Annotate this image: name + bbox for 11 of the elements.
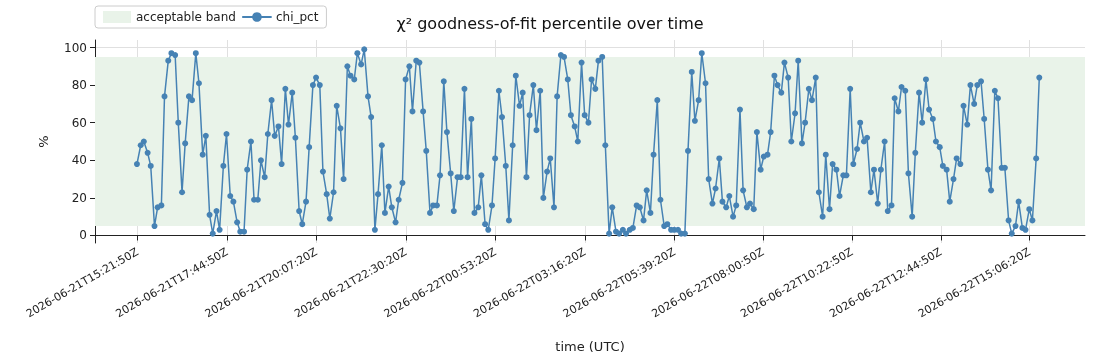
y-tick-label: 40: [71, 153, 87, 168]
y-tick-label: 80: [71, 78, 87, 93]
y-tick-label: 100: [64, 40, 87, 55]
legend-label: acceptable band: [136, 10, 236, 24]
y-tick-label: 60: [71, 115, 87, 130]
y-tick-label: 20: [71, 190, 87, 205]
y-tick-label: 0: [79, 228, 87, 243]
x-axis-title: time (UTC): [555, 339, 625, 354]
legend-label: chi_pct: [275, 10, 319, 24]
y-axis-title: %: [36, 135, 51, 148]
chart-title: χ² goodness-of-fit percentile over time: [396, 13, 704, 33]
